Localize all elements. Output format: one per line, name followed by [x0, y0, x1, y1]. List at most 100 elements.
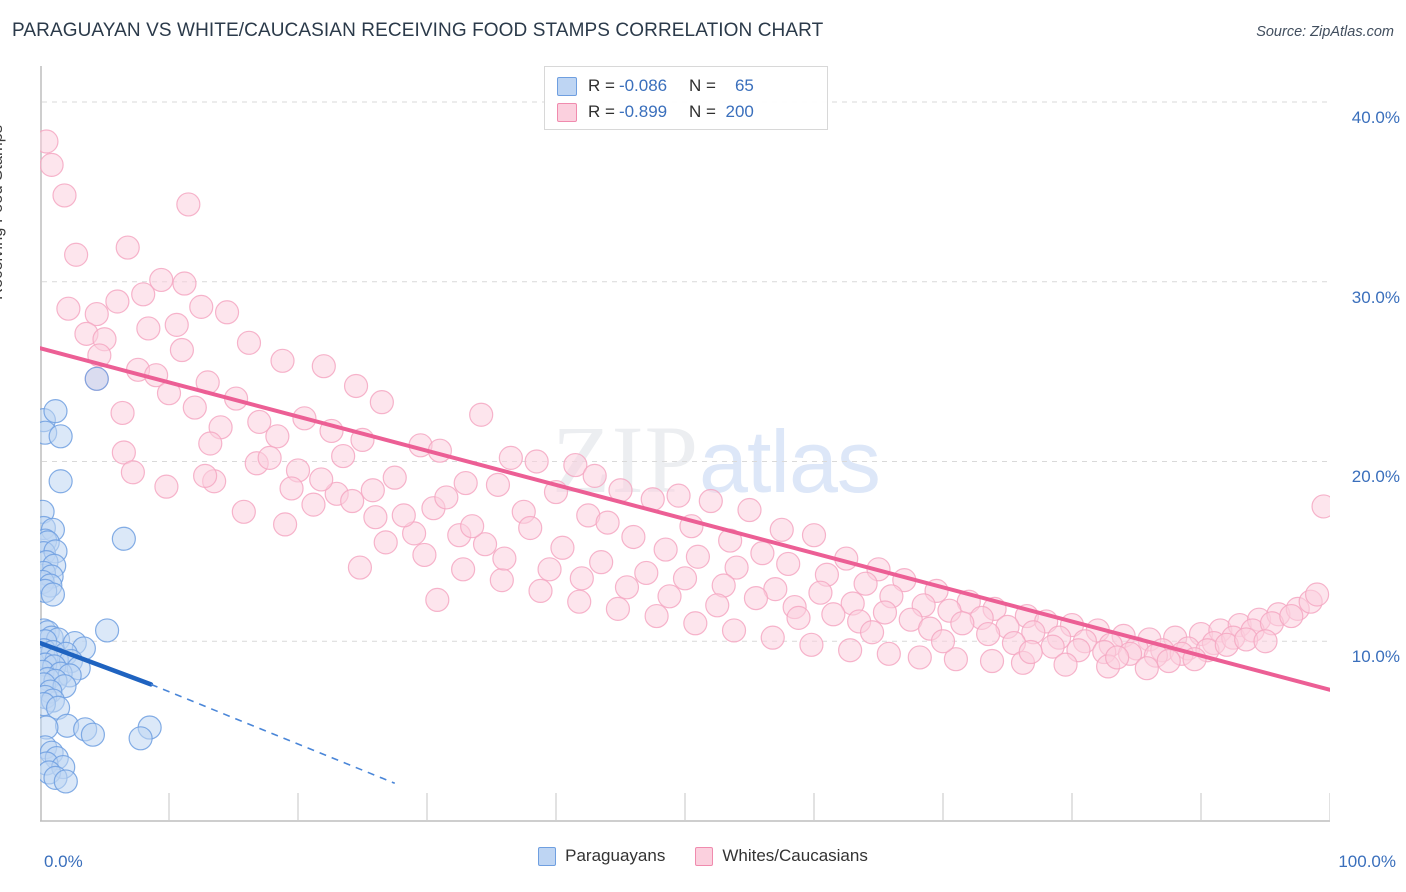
legend-label-whites: Whites/Caucasians	[722, 846, 868, 865]
y-tick-label-10: 10.0%	[1351, 647, 1400, 667]
data-point	[198, 431, 223, 456]
data-point	[1253, 629, 1278, 654]
data-point	[876, 641, 901, 666]
n-value-paraguayans: 65	[734, 76, 754, 95]
trendline-paraguayans-extension	[150, 683, 396, 784]
data-point	[644, 603, 669, 629]
data-point	[193, 463, 218, 488]
data-point	[524, 449, 549, 474]
data-point	[412, 542, 437, 568]
data-point	[838, 638, 863, 663]
data-point	[808, 580, 833, 605]
n-label-whites: N =	[688, 102, 716, 121]
data-point	[634, 560, 659, 586]
series-paraguayans	[40, 366, 162, 794]
data-point	[451, 557, 476, 582]
data-point	[111, 526, 136, 551]
legend-label-paraguayans: Paraguayans	[565, 846, 666, 865]
scatter-plot-svg	[40, 66, 1330, 822]
data-point	[582, 463, 607, 488]
data-point	[821, 602, 846, 627]
correlation-stats-legend: R = -0.086 N = 65 R = -0.899 N = 200	[544, 66, 828, 130]
data-point	[907, 645, 932, 670]
data-point	[750, 541, 775, 566]
data-point	[434, 485, 459, 510]
series-legend: Paraguayans Whites/Caucasians	[0, 846, 1406, 866]
data-point	[705, 593, 730, 618]
y-tick-label-30: 30.0%	[1351, 287, 1400, 307]
data-point	[52, 183, 77, 208]
legend-item-whites[interactable]: Whites/Caucasians	[695, 846, 868, 866]
data-point	[53, 769, 78, 794]
data-point	[105, 289, 130, 314]
legend-swatch-whites	[557, 102, 577, 122]
data-point	[182, 395, 207, 420]
data-point	[340, 488, 365, 514]
title-divider	[0, 52, 1406, 53]
data-point	[214, 300, 240, 325]
data-point	[149, 267, 174, 293]
data-point	[40, 582, 65, 607]
data-point	[40, 129, 59, 154]
data-point	[853, 571, 878, 596]
data-point	[48, 424, 73, 449]
x-axis-max-label: 100.0%	[1338, 852, 1396, 871]
data-point	[64, 242, 89, 267]
data-point	[391, 503, 416, 528]
data-point	[94, 618, 120, 643]
data-point	[930, 629, 956, 654]
data-point	[236, 330, 262, 355]
data-point	[111, 440, 136, 465]
data-point	[270, 348, 295, 373]
data-point	[460, 514, 485, 539]
data-point	[589, 550, 614, 575]
data-point	[569, 566, 594, 591]
data-point	[872, 600, 898, 625]
data-point	[279, 476, 304, 501]
data-point	[976, 621, 1001, 647]
y-axis-title: Receiving Food Stamps	[0, 124, 6, 300]
data-point	[979, 648, 1005, 674]
data-point	[164, 312, 189, 337]
data-point	[360, 478, 385, 503]
data-point	[343, 373, 369, 399]
data-point	[110, 400, 135, 426]
data-point	[950, 611, 975, 636]
data-point	[737, 497, 762, 523]
data-point	[550, 535, 575, 560]
data-point	[154, 474, 179, 499]
trendline-whites	[40, 346, 1330, 692]
data-point	[131, 282, 156, 307]
page-title: PARAGUAYAN VS WHITE/CAUCASIAN RECEIVING …	[12, 20, 824, 41]
data-point	[80, 722, 105, 747]
data-point	[657, 584, 682, 609]
n-label-paraguayans: N =	[688, 76, 716, 95]
data-point	[621, 524, 646, 550]
data-point	[666, 483, 691, 508]
legend-item-paraguayans[interactable]: Paraguayans	[538, 846, 665, 866]
data-point	[373, 530, 398, 555]
data-point	[120, 460, 145, 485]
y-tick-label-40: 40.0%	[1351, 107, 1400, 127]
data-point	[605, 596, 631, 621]
data-point	[1053, 652, 1078, 677]
data-point	[56, 296, 81, 321]
data-point	[84, 366, 109, 391]
legend-marker-paraguayans	[538, 846, 557, 866]
data-point	[518, 515, 543, 541]
data-point	[760, 625, 785, 650]
data-point	[489, 568, 514, 593]
r-label-paraguayans: R =	[588, 76, 615, 95]
r-value-paraguayans: -0.086	[618, 76, 668, 95]
data-point	[567, 589, 592, 614]
data-point	[943, 647, 969, 672]
data-point	[136, 316, 161, 341]
data-point	[382, 465, 407, 490]
r-label-whites: R =	[588, 102, 615, 121]
data-point	[43, 399, 68, 424]
data-point	[189, 294, 214, 319]
data-point	[498, 445, 523, 470]
data-point	[614, 575, 640, 600]
data-point	[801, 523, 827, 548]
